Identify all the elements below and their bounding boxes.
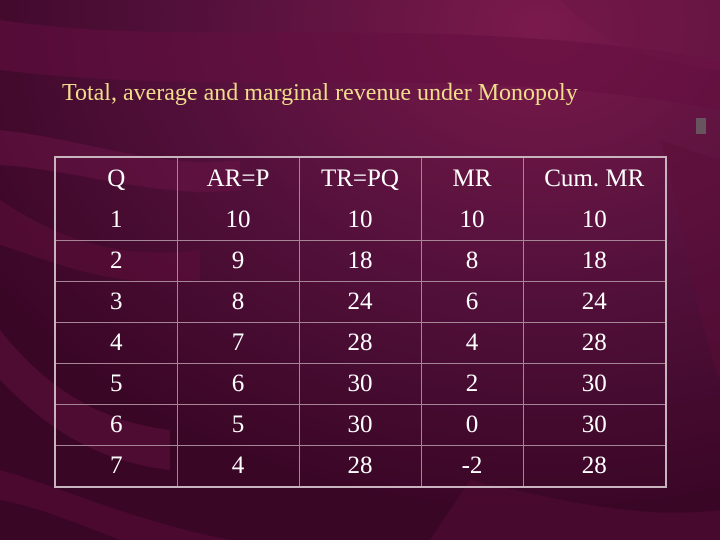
cell-average-revenue: 4 [177,445,300,488]
table-body: 1 10 10 10 10 2 9 18 8 18 3 8 24 6 24 4 … [55,200,667,488]
cell-total-revenue: 30 [299,363,422,405]
cell-total-revenue: 18 [299,240,422,282]
cell-total-revenue: 30 [299,404,422,446]
cell-cumulative-mr: 30 [523,404,667,446]
cell-average-revenue: 7 [177,322,300,364]
cell-marginal-revenue: 0 [421,404,524,446]
table-header: Q AR=P TR=PQ MR Cum. MR [55,157,667,200]
cell-total-revenue: 24 [299,281,422,323]
header-marginal-revenue: MR [421,157,524,200]
header-average-revenue: AR=P [177,157,300,200]
cell-cumulative-mr: 28 [523,445,667,488]
cell-marginal-revenue: 10 [421,200,524,241]
table-row: 7 4 28 -2 28 [55,445,667,488]
table-row: 5 6 30 2 30 [55,363,667,405]
table-row: 1 10 10 10 10 [55,200,667,241]
cell-cumulative-mr: 24 [523,281,667,323]
cell-marginal-revenue: 6 [421,281,524,323]
slide-title: Total, average and marginal revenue unde… [62,80,578,106]
table-row: 4 7 28 4 28 [55,322,667,364]
cell-quantity: 3 [55,281,178,323]
cell-marginal-revenue: 2 [421,363,524,405]
cell-quantity: 2 [55,240,178,282]
table-row: 3 8 24 6 24 [55,281,667,323]
header-quantity: Q [55,157,178,200]
cell-cumulative-mr: 10 [523,200,667,241]
cell-cumulative-mr: 30 [523,363,667,405]
cell-cumulative-mr: 28 [523,322,667,364]
cell-quantity: 5 [55,363,178,405]
header-cumulative-mr: Cum. MR [523,157,667,200]
cell-marginal-revenue: -2 [421,445,524,488]
cell-average-revenue: 10 [177,200,300,241]
header-row: Q AR=P TR=PQ MR Cum. MR [55,157,667,200]
cell-quantity: 1 [55,200,178,241]
revenue-table: Q AR=P TR=PQ MR Cum. MR 1 10 10 10 10 2 … [54,156,667,488]
cell-average-revenue: 6 [177,363,300,405]
cell-average-revenue: 5 [177,404,300,446]
table-row: 6 5 30 0 30 [55,404,667,446]
cell-marginal-revenue: 8 [421,240,524,282]
cell-quantity: 6 [55,404,178,446]
cell-quantity: 7 [55,445,178,488]
table-row: 2 9 18 8 18 [55,240,667,282]
header-total-revenue: TR=PQ [299,157,422,200]
cell-total-revenue: 28 [299,322,422,364]
cell-quantity: 4 [55,322,178,364]
cell-total-revenue: 10 [299,200,422,241]
cell-cumulative-mr: 18 [523,240,667,282]
cell-total-revenue: 28 [299,445,422,488]
cell-average-revenue: 9 [177,240,300,282]
cell-average-revenue: 8 [177,281,300,323]
cell-marginal-revenue: 4 [421,322,524,364]
